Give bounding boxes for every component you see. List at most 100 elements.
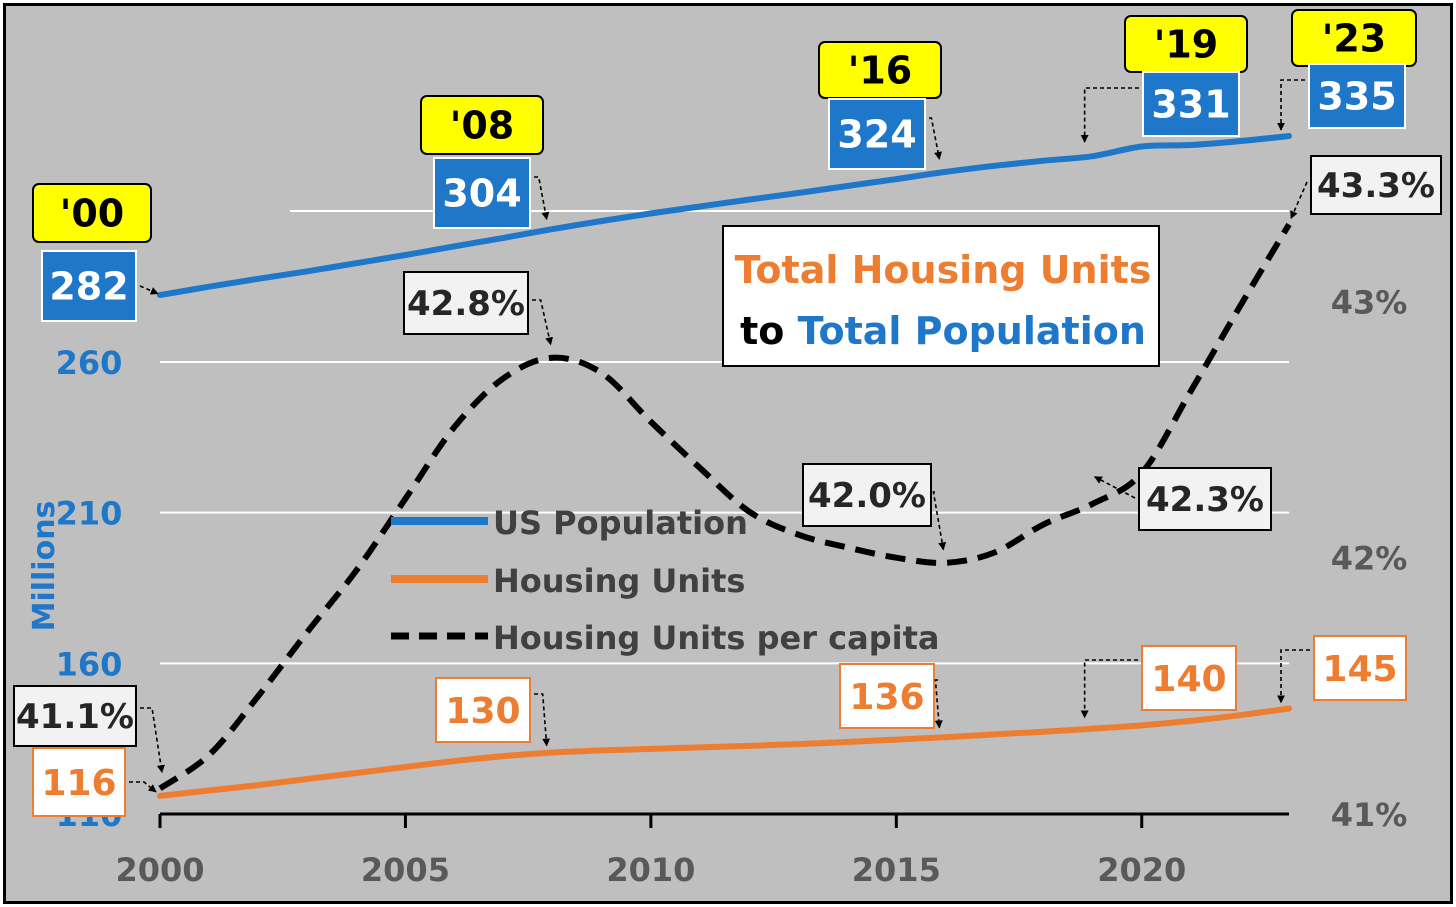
y-left-tick-label: 260 xyxy=(56,344,123,382)
legend: US Population Housing Units Housing Unit… xyxy=(391,504,939,657)
series-lines xyxy=(157,133,1292,799)
housing-label: 130 xyxy=(435,677,551,747)
housing-label: 140 xyxy=(1080,645,1237,719)
population-label-arrow xyxy=(1277,79,1305,131)
x-tick-label: 2000 xyxy=(115,851,204,889)
housing-label-box xyxy=(839,663,935,729)
year-tag: '23 xyxy=(1291,9,1417,67)
chart-svg: 20002005201020152020110160210260Millions… xyxy=(13,9,1442,889)
per-capita-label: 43.3% xyxy=(1290,155,1442,220)
year-tag-text: '00 xyxy=(60,192,125,236)
housing-label-arrow xyxy=(934,679,943,729)
housing-label-arrow xyxy=(129,781,157,793)
housing-units-line xyxy=(157,705,1292,799)
per-capita-label-box xyxy=(13,685,137,747)
axes: 20002005201020152020110160210260Millions… xyxy=(27,283,1407,889)
population-label: 324 xyxy=(828,98,942,170)
population-label-arrow xyxy=(139,285,159,295)
population-label-box xyxy=(1142,71,1240,137)
per-capita-label-arrow xyxy=(140,707,165,774)
title-line2-suffix: Total Population xyxy=(798,309,1146,353)
per-capita-label-arrow xyxy=(1093,476,1136,499)
year-tag-box xyxy=(420,95,544,155)
year-tag-text: '19 xyxy=(1154,23,1219,67)
year-tag: '16 xyxy=(818,41,942,99)
housing-label-box xyxy=(1313,635,1407,701)
y-left-tick-label: 160 xyxy=(56,645,123,683)
per-capita-label-text: 42.8% xyxy=(407,284,525,324)
year-tag-text: '23 xyxy=(1322,17,1387,61)
housing-label: 116 xyxy=(32,747,157,817)
y-left-axis-label: Millions xyxy=(27,501,62,632)
per-capita-label: 42.0% xyxy=(802,463,947,551)
housing-label-text: 140 xyxy=(1151,659,1226,700)
year-tag-text: '16 xyxy=(848,49,913,93)
year-tag: '00 xyxy=(32,183,152,243)
year-tag-text: '08 xyxy=(450,104,515,148)
population-label-text: 335 xyxy=(1317,75,1396,119)
y-right-tick-label: 41% xyxy=(1331,796,1408,834)
population-label-text: 304 xyxy=(442,172,521,216)
housing-label-arrow xyxy=(1080,659,1138,719)
housing-label-box xyxy=(1141,645,1237,711)
per-capita-label-text: 42.3% xyxy=(1146,480,1264,520)
housing-label: 145 xyxy=(1277,635,1407,704)
population-label-arrow xyxy=(1080,87,1139,143)
x-tick-label: 2005 xyxy=(361,851,450,889)
per-capita-label-box xyxy=(1138,467,1272,531)
per-capita-label: 41.1% xyxy=(13,685,165,774)
per-capita-label-text: 43.3% xyxy=(1317,166,1435,206)
x-tick-label: 2015 xyxy=(852,851,941,889)
population-label-box xyxy=(433,157,531,229)
title-line2: to Total Population xyxy=(740,309,1146,353)
per-capita-line xyxy=(158,222,1292,791)
population-label-text: 331 xyxy=(1151,83,1230,127)
y-right-tick-label: 43% xyxy=(1331,283,1408,321)
x-tick-label: 2020 xyxy=(1097,851,1186,889)
population-label: 282 xyxy=(41,250,159,322)
year-tag: '08 xyxy=(420,95,544,155)
population-label: 335 xyxy=(1277,63,1406,131)
population-line xyxy=(157,133,1292,299)
population-label-box xyxy=(1308,63,1406,129)
housing-label-box xyxy=(32,747,126,817)
per-capita-label: 42.3% xyxy=(1093,467,1272,531)
population-label-arrow xyxy=(534,176,550,221)
population-label: 304 xyxy=(433,157,550,229)
per-capita-label-arrow xyxy=(1290,181,1308,220)
per-capita-label-arrow xyxy=(532,299,554,346)
legend-label-per-capita: Housing Units per capita xyxy=(493,619,939,657)
per-capita-label-box xyxy=(1310,155,1442,215)
housing-label: 136 xyxy=(839,663,943,729)
per-capita-label-arrow xyxy=(932,491,947,551)
population-label-text: 282 xyxy=(49,265,128,309)
per-capita-label-text: 41.1% xyxy=(16,697,134,737)
y-right-tick-label: 42% xyxy=(1331,540,1408,578)
year-tag-box xyxy=(32,183,152,243)
population-label: 331 xyxy=(1080,71,1240,143)
housing-label-text: 145 xyxy=(1322,649,1397,690)
housing-label-arrow xyxy=(1277,649,1310,704)
population-label-arrow xyxy=(929,117,942,160)
housing-label-text: 130 xyxy=(445,691,520,732)
population-label-box xyxy=(41,250,137,322)
housing-label-text: 116 xyxy=(41,763,116,804)
chart-title: Total Housing Units to Total Population xyxy=(722,225,1160,367)
legend-label-housing: Housing Units xyxy=(493,562,745,600)
population-label-box xyxy=(828,98,926,170)
title-line2-prefix: to xyxy=(740,309,784,353)
housing-label-arrow xyxy=(534,693,551,747)
chart-frame: 20002005201020152020110160210260Millions… xyxy=(3,3,1453,904)
y-left-tick-label: 210 xyxy=(56,495,123,533)
per-capita-label-text: 42.0% xyxy=(808,476,926,516)
housing-label-box xyxy=(435,677,531,743)
per-capita-label-box xyxy=(802,463,932,527)
per-capita-label: 42.8% xyxy=(403,271,554,346)
title-box xyxy=(722,225,1160,367)
population-label-text: 324 xyxy=(837,113,916,157)
legend-label-population: US Population xyxy=(493,504,748,542)
title-line1: Total Housing Units xyxy=(735,248,1152,292)
per-capita-label-box xyxy=(403,271,529,335)
annotations: '00 '08 '16 '19 '23 282 304 324 331 335 116 130 136 1… xyxy=(13,9,1442,817)
housing-label-text: 136 xyxy=(849,677,924,718)
